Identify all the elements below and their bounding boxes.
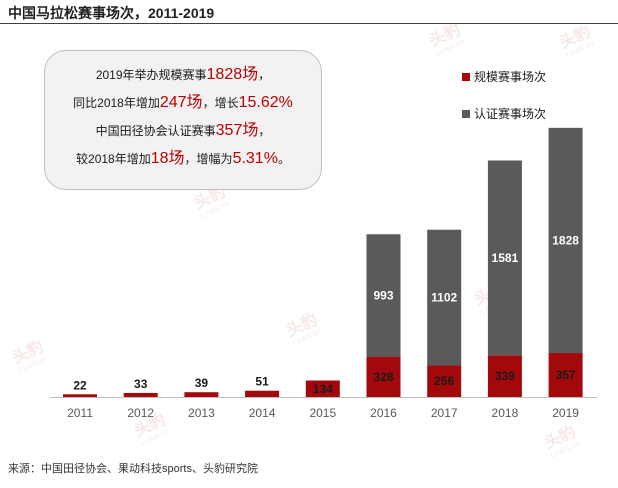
- bar-scale-2016: [366, 356, 401, 397]
- callout-text: ，: [258, 124, 271, 138]
- bar-scale-2013: [184, 392, 219, 397]
- legend-swatch-certified: [462, 109, 470, 118]
- x-tick-label-2016: 2016: [370, 406, 397, 420]
- bar-certified-2017: [427, 229, 462, 366]
- value-label-scale-2017: 256: [434, 374, 454, 388]
- callout-text: ，: [258, 68, 271, 82]
- value-label-scale-2018: 339: [495, 369, 515, 383]
- callout-highlight: 15.62%: [238, 94, 293, 111]
- value-label-certified-2018: 1581: [492, 251, 519, 265]
- legend-item-certified: 认证赛事场次: [462, 105, 546, 122]
- callout-text: 中国田径协会认证赛事: [95, 124, 216, 138]
- callout-highlight: 5.31%: [232, 150, 278, 167]
- callout-highlight: 18场: [150, 150, 185, 167]
- title-underline: [0, 23, 618, 24]
- value-label-scale-2015: 134: [313, 382, 333, 396]
- bar-certified-2018: [487, 160, 522, 356]
- source-note: 来源：中国田径协会、果动科技sports、头豹研究院: [8, 463, 258, 475]
- callout-text: 2019年举办规模赛事: [95, 68, 207, 82]
- x-tick-label-2019: 2019: [552, 406, 579, 420]
- x-tick-label-2014: 2014: [249, 406, 276, 420]
- callout-text: 同比2018年增加: [73, 96, 160, 110]
- x-tick-label-2015: 2015: [309, 406, 336, 420]
- value-label-scale-2011: 22: [73, 378, 87, 392]
- value-label-scale-2013: 39: [195, 376, 209, 390]
- legend-item-scale: 规模赛事场次: [462, 68, 546, 85]
- callout-text: 。: [277, 152, 290, 166]
- bar-scale-2012: [123, 392, 158, 397]
- x-tick-label-2017: 2017: [431, 406, 458, 420]
- x-tick-label-2013: 2013: [188, 406, 215, 420]
- callout-text: ，增长: [202, 96, 239, 110]
- bar-certified-2019: [548, 127, 583, 354]
- x-tick-label-2011: 2011: [67, 406, 93, 420]
- bar-scale-2017: [427, 365, 462, 397]
- callout-line: 同比2018年增加247场，增长15.62%: [45, 89, 321, 117]
- callout-text: ，增幅为: [184, 152, 233, 166]
- value-label-scale-2019: 357: [556, 368, 576, 382]
- bar-scale-2015: [305, 380, 340, 397]
- bar-scale-2011: [63, 394, 97, 397]
- callout-highlight: 357场: [215, 122, 259, 139]
- value-label-scale-2014: 51: [255, 375, 269, 389]
- value-label-scale-2016: 328: [373, 370, 393, 384]
- legend-label-certified: 认证赛事场次: [474, 107, 547, 121]
- x-tick-label-2018: 2018: [492, 406, 519, 420]
- bar-scale-2014: [245, 390, 280, 397]
- value-label-certified-2017: 1102: [431, 291, 457, 305]
- callout-highlight: 247场: [159, 94, 203, 111]
- callout-box: 2019年举办规模赛事1828场， 同比2018年增加247场，增长15.62%…: [44, 50, 322, 190]
- callout-highlight: 1828场: [206, 66, 259, 83]
- value-label-scale-2012: 33: [134, 377, 148, 391]
- bar-scale-2019: [548, 353, 583, 397]
- callout-line: 2019年举办规模赛事1828场，: [45, 61, 321, 89]
- x-tick-label-2012: 2012: [127, 406, 154, 420]
- callout-line: 中国田径协会认证赛事357场，: [45, 117, 321, 145]
- legend-label-scale: 规模赛事场次: [474, 70, 547, 84]
- bar-scale-2018: [487, 355, 522, 397]
- legend-swatch-scale: [462, 72, 470, 81]
- callout-line: 较2018年增加18场，增幅为5.31%。: [45, 145, 321, 173]
- callout-text: 较2018年增加: [76, 152, 151, 166]
- chart-title: 中国马拉松赛事场次，2011-2019: [8, 5, 215, 21]
- value-label-certified-2016: 993: [373, 288, 393, 302]
- bar-certified-2016: [366, 234, 401, 357]
- value-label-certified-2019: 1828: [552, 233, 579, 247]
